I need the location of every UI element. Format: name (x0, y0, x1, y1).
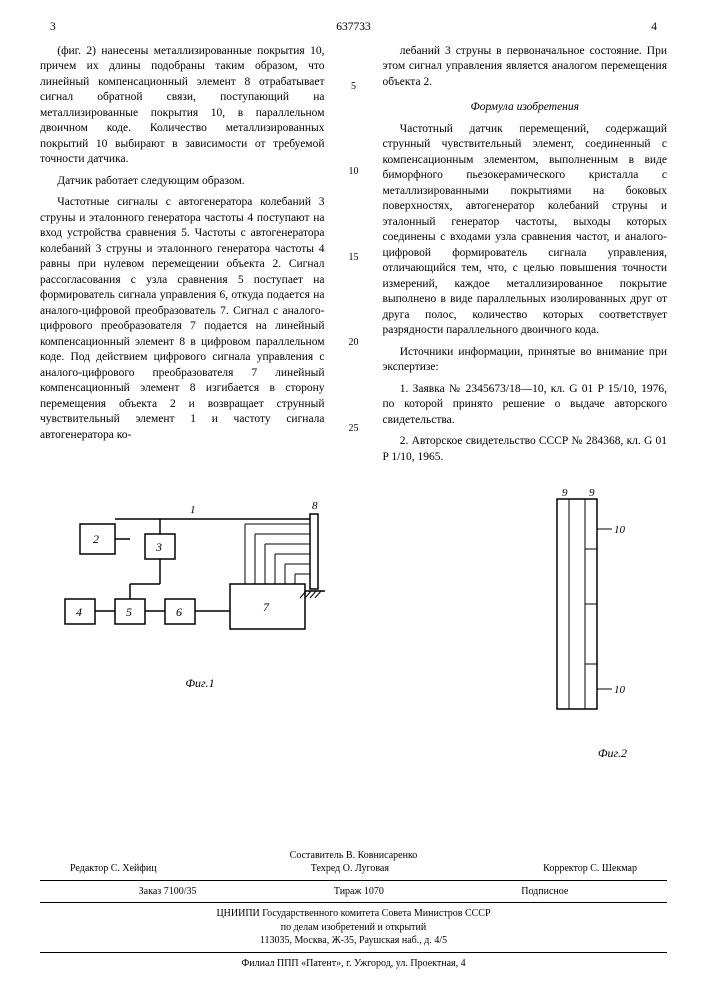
line-num: 15 (345, 251, 363, 265)
text-columns: (фиг. 2) нанесены металлизированные покр… (40, 44, 667, 472)
line-num: 20 (345, 336, 363, 350)
svg-text:6: 6 (176, 605, 182, 619)
footer-org-2: по делам изобретений и открытий (40, 921, 667, 935)
figure-2-label: Фиг.2 (527, 745, 627, 761)
footer-addr-1: 113035, Москва, Ж-35, Раушская наб., д. … (40, 934, 667, 948)
svg-text:2: 2 (93, 532, 99, 546)
formula-title: Формула изобретения (383, 100, 668, 116)
fig1-label-1: 1 (190, 504, 196, 516)
footer-compiler: Составитель В. Ковнисаренко (40, 849, 667, 863)
footer-row-1: Редактор С. Хейфиц Техред О. Луговая Кор… (40, 862, 667, 876)
footer-addr-2: Филиал ППП «Патент», г. Ужгород, ул. Про… (40, 957, 667, 971)
left-paragraph-3: Частотные сигналы с автогенератора колеб… (40, 195, 325, 443)
svg-text:7: 7 (263, 600, 270, 614)
line-num: 5 (345, 80, 363, 94)
patent-page: 3 637733 4 (фиг. 2) нанесены металлизиро… (0, 0, 707, 1000)
header: 3 637733 4 (40, 20, 667, 36)
footer-tirage: Тираж 1070 (334, 885, 384, 899)
figure-2-svg: 9 9 10 10 (527, 489, 637, 739)
footer-order: Заказ 7100/35 (139, 885, 197, 899)
line-num: 10 (345, 165, 363, 179)
left-paragraph-1: (фиг. 2) нанесены металлизированные покр… (40, 44, 325, 168)
footer-techred: Техред О. Луговая (311, 862, 389, 876)
svg-text:3: 3 (155, 540, 162, 554)
figures-area: 1 2 3 4 5 (40, 489, 667, 799)
page-number-right: 4 (651, 20, 657, 36)
right-paragraph-1: лебаний 3 струны в первоначальное состоя… (383, 44, 668, 91)
footer-subscription: Подписное (521, 885, 568, 899)
footer: Составитель В. Ковнисаренко Редактор С. … (40, 849, 667, 971)
svg-text:5: 5 (126, 605, 132, 619)
figure-1-svg: 1 2 3 4 5 (50, 499, 350, 669)
fig1-label-8: 8 (312, 500, 318, 512)
left-column: (фиг. 2) нанесены металлизированные покр… (40, 44, 325, 472)
footer-corrector: Корректор С. Шекмар (543, 862, 637, 876)
svg-text:9: 9 (589, 489, 595, 499)
figure-1-label: Фиг.1 (50, 675, 350, 691)
svg-text:9: 9 (562, 489, 568, 499)
right-paragraph-2: Частотный датчик перемещений, содержащий… (383, 122, 668, 339)
line-num: 25 (345, 422, 363, 436)
source-1: 1. Заявка № 2345673/18—10, кл. G 01 P 15… (383, 382, 668, 429)
figure-1: 1 2 3 4 5 (50, 499, 350, 691)
figure-2: 9 9 10 10 Фиг.2 (527, 489, 637, 761)
footer-editor: Редактор С. Хейфиц (70, 862, 157, 876)
left-paragraph-2: Датчик работает следующим образом. (40, 174, 325, 190)
sources-title: Источники информации, принятые во вниман… (383, 345, 668, 376)
svg-text:4: 4 (76, 605, 82, 619)
svg-text:10: 10 (614, 524, 626, 536)
footer-row-2: Заказ 7100/35 Тираж 1070 Подписное (40, 885, 667, 899)
svg-text:10: 10 (614, 684, 626, 696)
footer-org-1: ЦНИИПИ Государственного комитета Совета … (40, 907, 667, 921)
right-column: лебаний 3 струны в первоначальное состоя… (383, 44, 668, 472)
line-numbers: 5 10 15 20 25 (345, 44, 363, 472)
page-number-left: 3 (50, 20, 56, 36)
source-2: 2. Авторское свидетельство СССР № 284368… (383, 434, 668, 465)
document-number: 637733 (336, 20, 371, 36)
